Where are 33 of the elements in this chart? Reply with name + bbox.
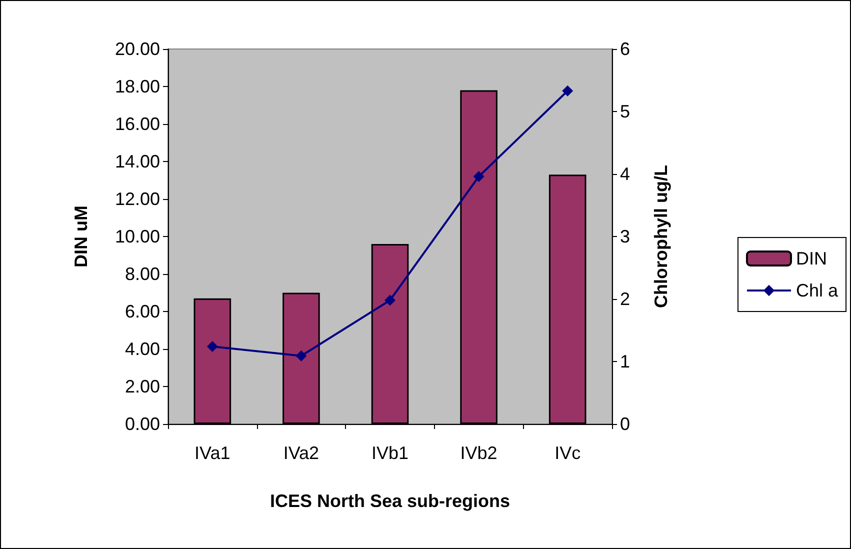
y-axis-title: DIN uM [71,206,91,268]
x-tick-label: IVa2 [283,443,320,463]
point [473,171,484,182]
legend-label: DIN [796,248,827,268]
y-tick-label: 0.00 [124,414,160,434]
x-tick-label: IVb2 [460,443,498,463]
legend-label: Chl a [796,280,839,300]
x-tick-label: IVa1 [194,443,230,463]
y2-tick-label: 3 [620,226,630,246]
y2-axis-title: Chlorophyll ug/L [651,165,671,308]
point [296,350,307,362]
y-tick-label: 12.00 [114,189,160,209]
y-tick-label: 2.00 [124,376,160,396]
point [562,85,574,96]
y-tick-label: 4.00 [124,339,160,359]
point [206,341,218,352]
y2-tick-label: 2 [620,289,630,309]
y-tick-label: 14.00 [114,152,160,172]
y-tick-label: 18.00 [114,76,160,96]
x-axis-title: ICES North Sea sub-regions [270,491,510,511]
y2-tick-label: 0 [620,414,630,434]
y-tick-label: 10.00 [114,226,160,246]
y2-tick-label: 5 [620,102,630,122]
y-tick-label: 20.00 [114,39,160,59]
x-tick-label: IVb1 [371,443,409,463]
y2-tick-label: 6 [620,39,630,59]
y2-tick-label: 4 [620,164,630,184]
y-tick-label: 16.00 [114,114,160,134]
x-tick-label: IVc [554,443,581,463]
y-tick-label: 6.00 [124,302,160,322]
point [384,294,396,306]
y-tick-label: 8.00 [124,264,160,284]
y2-tick-label: 1 [620,352,630,372]
